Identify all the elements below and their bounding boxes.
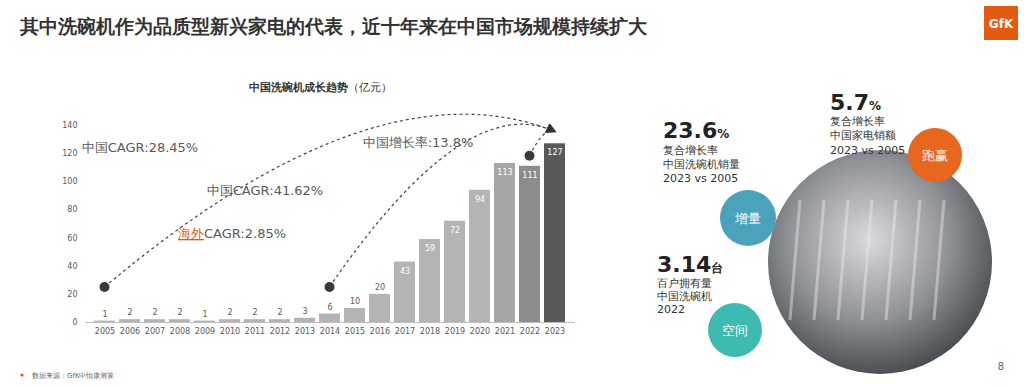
svg-text:2012: 2012 [270,327,290,336]
svg-text:23.6%: 23.6% [663,118,729,143]
svg-text:2: 2 [152,308,157,317]
svg-text:空间: 空间 [722,323,748,338]
svg-text:2023 vs 2005: 2023 vs 2005 [663,172,738,185]
svg-text:2006: 2006 [120,327,140,336]
svg-text:2008: 2008 [170,327,190,336]
svg-text:8: 8 [998,361,1004,372]
svg-text:60: 60 [67,234,77,243]
html-text:中国洗碗机成长趋势（亿元）: 中国洗碗机成长趋势（亿元） [248,81,392,94]
svg-text:40: 40 [67,262,77,271]
svg-text:2016: 2016 [370,327,390,336]
svg-text:2020: 2020 [470,327,490,336]
svg-text:2: 2 [252,308,257,317]
svg-text:跑赢: 跑赢 [922,148,948,163]
svg-text:80: 80 [67,205,77,214]
svg-text:2: 2 [277,308,282,317]
svg-text:2: 2 [127,308,132,317]
svg-text:111: 111 [522,171,537,180]
svg-text:复合增长率: 复合增长率 [663,144,718,157]
svg-text:3.14台: 3.14台 [657,252,723,277]
svg-text:3: 3 [302,307,307,316]
svg-text:2022: 2022 [520,327,540,336]
svg-text:中国洗碗机销量: 中国洗碗机销量 [663,158,740,171]
svg-text:59: 59 [425,244,435,253]
svg-text:5.7%: 5.7% [830,90,881,115]
svg-text:2011: 2011 [245,327,265,336]
svg-text:2007: 2007 [145,327,165,336]
svg-text:100: 100 [62,177,77,186]
svg-text:GfK: GfK [989,17,1014,31]
svg-text:中国CAGR:41.62%: 中国CAGR:41.62% [207,183,323,198]
svg-text:增量: 增量 [734,211,761,226]
svg-text:10: 10 [350,297,360,306]
svg-text:2: 2 [177,308,182,317]
svg-text:数据来源：GfK中怡康测算: 数据来源：GfK中怡康测算 [32,372,114,380]
svg-text:72: 72 [450,226,460,235]
svg-text:2022: 2022 [657,303,685,316]
svg-text:120: 120 [62,149,77,158]
svg-text:94: 94 [475,195,485,204]
svg-text:20: 20 [375,283,385,292]
svg-text:2023: 2023 [545,327,565,336]
svg-text:127: 127 [547,148,562,157]
html-text:其中洗碗机作为品质型新兴家电的代表，近十年来在中国市场规模持: 其中洗碗机作为品质型新兴家电的代表，近十年来在中国市场规模持续扩大 [20,15,647,37]
svg-text:2018: 2018 [420,327,440,336]
svg-text:0: 0 [72,318,77,327]
svg-text:43: 43 [400,267,410,276]
svg-text:百户拥有量: 百户拥有量 [657,277,712,290]
svg-text:2023 vs 2005: 2023 vs 2005 [830,144,905,157]
svg-text:2005: 2005 [95,327,115,336]
svg-text:1: 1 [102,310,107,319]
svg-text:2021: 2021 [495,327,515,336]
svg-text:2: 2 [227,308,232,317]
svg-text:海外CAGR:2.85%: 海外CAGR:2.85% [178,226,286,241]
svg-text:2015: 2015 [345,327,365,336]
svg-text:6: 6 [327,303,332,312]
svg-text:2014: 2014 [320,327,340,336]
svg-text:140: 140 [62,121,77,130]
svg-text:中国洗碗机: 中国洗碗机 [657,290,712,303]
svg-text:1: 1 [202,310,207,319]
svg-text:2010: 2010 [220,327,240,336]
svg-text:复合增长率: 复合增长率 [830,115,885,128]
svg-text:中国增长率:13.8%: 中国增长率:13.8% [363,135,474,150]
svg-text:2009: 2009 [195,327,215,336]
svg-text:中国家电销额: 中国家电销额 [830,129,896,142]
svg-text:2019: 2019 [445,327,465,336]
svg-text:20: 20 [67,290,77,299]
svg-text:113: 113 [497,168,512,177]
svg-text:中国CAGR:28.45%: 中国CAGR:28.45% [82,140,198,155]
svg-text:2013: 2013 [295,327,315,336]
svg-text:2017: 2017 [395,327,415,336]
